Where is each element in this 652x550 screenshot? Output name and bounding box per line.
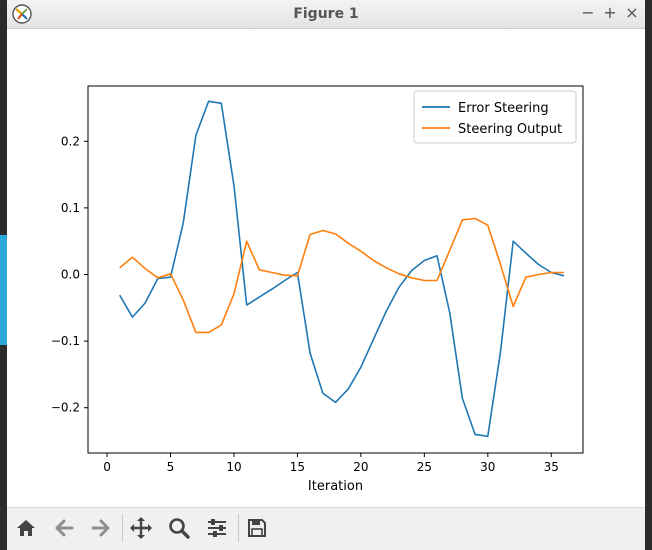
- series-line-steering-output: [119, 217, 564, 334]
- figure-window: Figure 1 − + × 0 5 10 15 20 25 30 35 −0.2 −0.1 0.0…: [7, 0, 645, 550]
- figure-canvas[interactable]: 0 5 10 15 20 25 30 35 −0.2 −0.1 0.0 0.1 0.2 Iteration…: [7, 29, 645, 507]
- back-button[interactable]: [48, 512, 80, 544]
- x-tick-label: 15: [290, 460, 305, 474]
- x-axis-label: Iteration: [308, 479, 363, 494]
- back-arrow-icon: [55, 519, 74, 537]
- y-tick-label: 0.1: [61, 201, 80, 215]
- configure-subplots-icon: [208, 519, 226, 537]
- forward-arrow-icon: [91, 519, 110, 537]
- matplotlib-app-icon: [12, 4, 32, 24]
- y-tick-label: −0.1: [51, 334, 80, 348]
- pan-icon: [130, 517, 152, 539]
- navigation-toolbar: [7, 507, 645, 550]
- title-bar[interactable]: Figure 1 − + ×: [7, 0, 645, 29]
- minimize-button[interactable]: −: [581, 3, 595, 22]
- y-tick-label: 0.0: [61, 267, 80, 281]
- x-tick-label: 20: [353, 460, 368, 474]
- legend-box: [413, 90, 577, 144]
- pan-button[interactable]: [125, 512, 157, 544]
- save-button[interactable]: [241, 512, 273, 544]
- x-tick-label: 30: [480, 460, 495, 474]
- x-tick-label: 25: [417, 460, 432, 474]
- home-icon: [17, 520, 35, 536]
- legend-label: Steering Output: [458, 122, 562, 137]
- series-line-error-steering: [119, 100, 565, 438]
- x-tick-label: 35: [544, 460, 559, 474]
- zoom-icon: [169, 518, 190, 539]
- configure-subplots-button[interactable]: [201, 512, 233, 544]
- toolbar-separator: [238, 514, 239, 542]
- close-button[interactable]: ×: [625, 3, 639, 22]
- x-tick-label: 5: [167, 460, 175, 474]
- forward-button[interactable]: [85, 512, 117, 544]
- zoom-button[interactable]: [163, 512, 195, 544]
- window-title: Figure 1: [293, 6, 359, 22]
- y-tick-label: −0.2: [51, 401, 80, 415]
- line-chart: 0 5 10 15 20 25 30 35 −0.2 −0.1 0.0 0.1 0.2 Iteration…: [51, 85, 584, 494]
- background-window-edge: [0, 235, 7, 345]
- x-tick-label: 10: [226, 460, 241, 474]
- y-tick-label: 0.2: [61, 134, 80, 148]
- save-icon: [248, 519, 266, 537]
- axes-frame: [87, 85, 584, 454]
- x-tick-label: 0: [103, 460, 111, 474]
- home-button[interactable]: [10, 512, 42, 544]
- toolbar-separator: [122, 514, 123, 542]
- maximize-button[interactable]: +: [603, 3, 617, 22]
- legend-label: Error Steering: [458, 101, 549, 116]
